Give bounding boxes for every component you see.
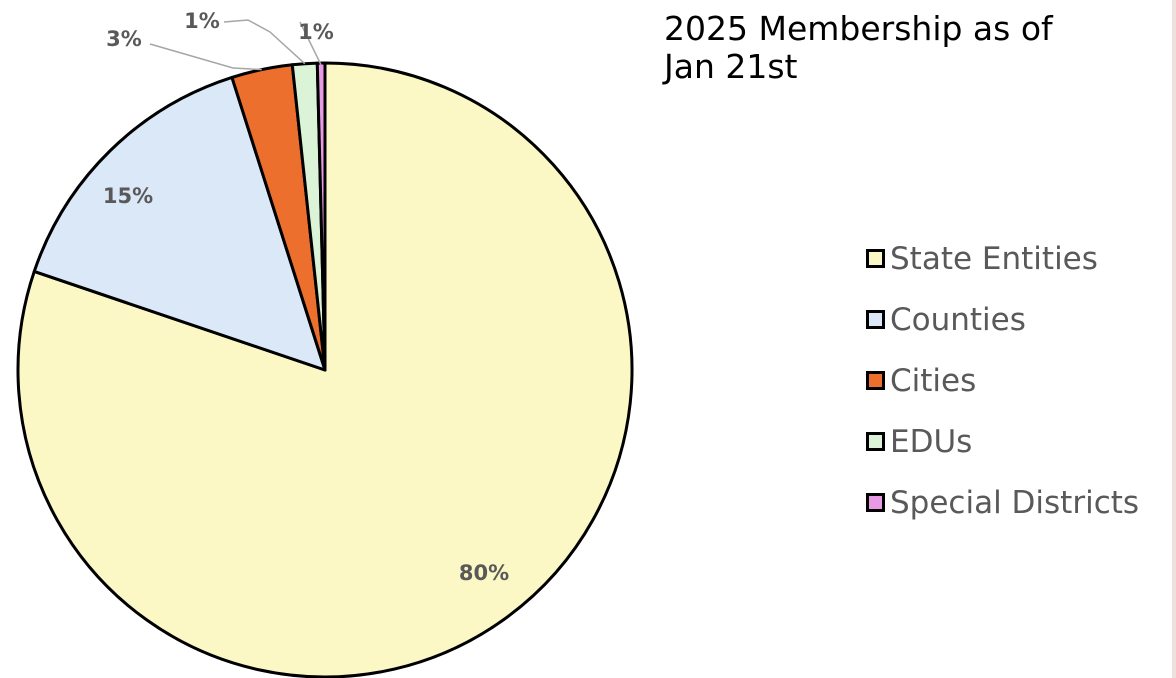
pie-slice-special-districts xyxy=(315,61,327,372)
legend-item-state-entities: State Entities xyxy=(866,228,1139,289)
legend: State Entities Counties Cities EDUs Spec… xyxy=(866,228,1139,533)
legend-label-state-entities: State Entities xyxy=(890,240,1098,277)
legend-swatch-edus xyxy=(866,432,885,451)
pie-chart: 80% 15% 3% 1% 1% xyxy=(16,9,634,678)
pie-slice-counties xyxy=(32,75,327,372)
leader-line-edus xyxy=(223,19,306,65)
leader-line-cities xyxy=(149,43,262,71)
legend-item-edus: EDUs xyxy=(866,411,1139,472)
legend-swatch-special-districts xyxy=(866,493,885,512)
data-label-state-entities: 80% xyxy=(459,561,509,585)
legend-item-cities: Cities xyxy=(866,350,1139,411)
chart-title-line-1: 2025 Membership as of xyxy=(664,9,1053,48)
chart-title: 2025 Membership as of Jan 21st xyxy=(664,10,1104,86)
legend-swatch-counties xyxy=(866,310,885,329)
legend-item-special-districts: Special Districts xyxy=(866,472,1139,533)
leader-line-special-districts xyxy=(299,21,322,66)
legend-swatch-cities xyxy=(866,371,885,390)
data-label-edus: 1% xyxy=(184,9,220,33)
legend-label-cities: Cities xyxy=(890,362,977,399)
window-edge xyxy=(1172,0,1176,678)
data-label-special-districts: 1% xyxy=(298,20,334,44)
chart-title-line-2: Jan 21st xyxy=(664,47,798,86)
data-label-counties: 15% xyxy=(103,184,153,208)
legend-label-special-districts: Special Districts xyxy=(890,484,1140,521)
legend-label-counties: Counties xyxy=(890,301,1026,338)
legend-label-edus: EDUs xyxy=(890,423,973,460)
data-label-cities: 3% xyxy=(106,27,142,51)
legend-item-counties: Counties xyxy=(866,289,1139,350)
legend-swatch-state-entities xyxy=(866,249,885,268)
